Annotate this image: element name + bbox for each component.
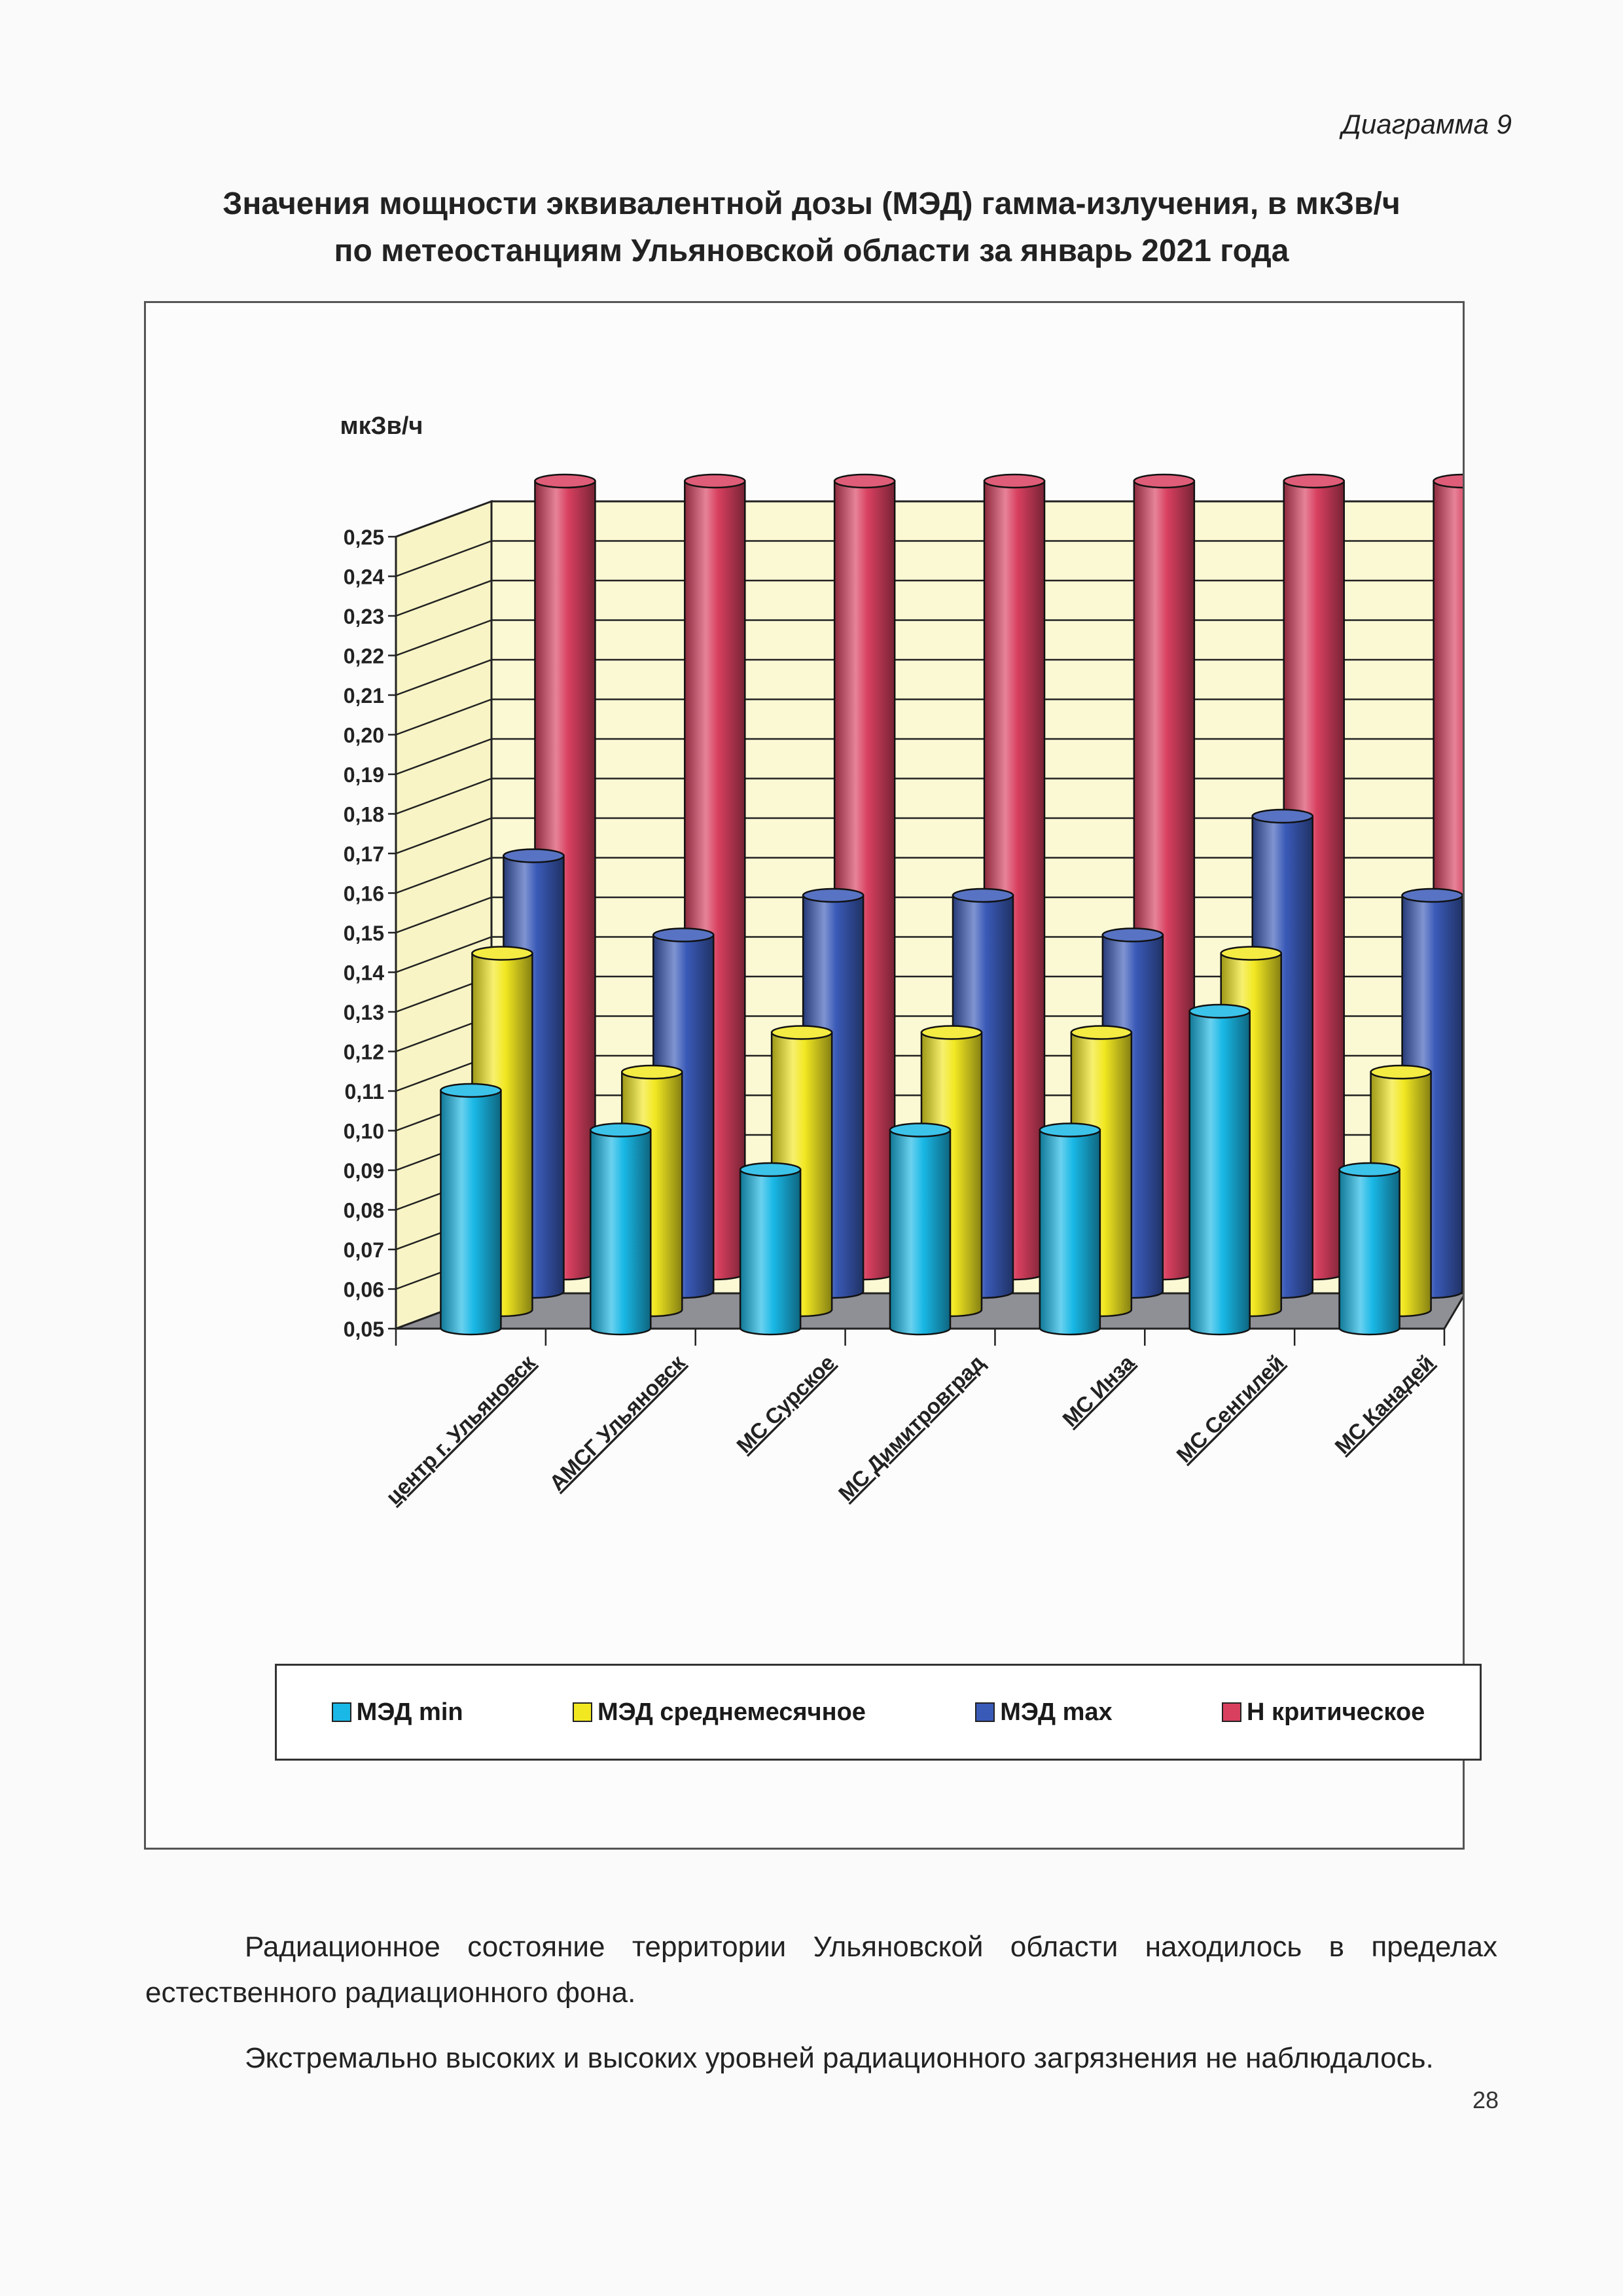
legend-item-critical: Н критическое [1222, 1698, 1425, 1727]
x-category-label: МС Инза [1058, 1350, 1139, 1431]
y-tick-label: 0,09 [344, 1159, 384, 1183]
bar-cylinder-body [739, 1168, 802, 1336]
bar-cylinder-top [503, 848, 565, 863]
y-tick-label: 0,13 [344, 1001, 384, 1024]
gridline-side [395, 500, 492, 538]
bar-cylinder-top [1401, 888, 1463, 903]
y-tick-label: 0,15 [344, 922, 384, 945]
legend-label: МЭД среднемесячное [597, 1698, 866, 1726]
y-tick-label: 0,18 [344, 803, 384, 827]
x-category-label: МС Канадей [1330, 1350, 1438, 1459]
x-category-label: МС Сенгилей [1171, 1350, 1289, 1467]
page-number: 28 [1472, 2087, 1499, 2113]
y-axis-label: мкЗв/ч [340, 412, 423, 440]
legend-item-max: МЭД max [975, 1698, 1113, 1727]
bar-cylinder-top [1370, 1064, 1432, 1080]
chart-title-line-2: по метеостанциям Ульяновской области за … [334, 234, 1289, 268]
x-category-label: центр г. Ульяновск [381, 1350, 540, 1509]
y-tick-label: 0,17 [344, 842, 384, 866]
chart-title: Значения мощности эквивалентной дозы (МЭ… [118, 181, 1505, 275]
legend-label: МЭД max [1000, 1698, 1113, 1726]
bar-cylinder-top [1251, 808, 1313, 824]
chart-title-line-1: Значения мощности эквивалентной дозы (МЭ… [223, 187, 1400, 221]
bar-cylinder-top [684, 473, 746, 489]
bar-cylinder-top [590, 1122, 652, 1138]
bar-cylinder-body [1188, 1010, 1251, 1336]
chart-plot: 0,05 0,06 0,07 0,08 0,09 0,10 0,11 0,12 0,13 0,14… [340, 412, 1463, 1509]
bar-cylinder-top [1188, 1003, 1251, 1019]
gridline-side [395, 540, 492, 577]
bar-cylinder-top [440, 1083, 502, 1098]
bar-cylinder-body [1338, 1168, 1400, 1336]
bar-cylinder-top [471, 946, 533, 961]
legend-label: МЭД min [356, 1698, 463, 1726]
bar-cylinder-top [534, 473, 596, 489]
legend-swatch [331, 1702, 351, 1722]
gridline-side [395, 857, 492, 894]
paragraph-radiation-state: Радиационное состояние территории Ульяно… [145, 1931, 1497, 2009]
gridline-side [395, 738, 492, 776]
x-category-label: МС Димитровград [834, 1350, 990, 1506]
y-tick-label: 0,12 [344, 1041, 384, 1064]
chart-frame: 0,05 0,06 0,07 0,08 0,09 0,10 0,11 0,12 0,13 0,14… [144, 301, 1465, 1850]
gridline-side [395, 619, 492, 656]
x-category-label: АМСГ Ульяновск [544, 1350, 690, 1495]
legend-item-mean: МЭД среднемесячное [572, 1698, 866, 1727]
y-tick-label: 0,16 [344, 882, 384, 906]
y-tick-label: 0,08 [344, 1199, 384, 1223]
bar-cylinder-top [739, 1162, 802, 1177]
y-tick-label: 0,22 [344, 645, 384, 668]
bar-cylinder-body [590, 1129, 652, 1336]
legend-swatch [572, 1702, 592, 1722]
bar-cylinder-top [1101, 927, 1164, 942]
bar-cylinder-top [952, 888, 1014, 903]
y-tick-label: 0,20 [344, 724, 384, 747]
legend-swatch [1222, 1702, 1242, 1722]
bar-cylinder-body [889, 1129, 952, 1336]
bar-cylinder-top [1338, 1162, 1400, 1177]
bar-cylinder-top [652, 927, 715, 942]
bar-cylinder-top [920, 1025, 983, 1040]
bar-cylinder-top [1070, 1025, 1133, 1040]
bar-cylinder-body [1039, 1129, 1101, 1336]
x-category-label: МС Сурское [732, 1350, 839, 1458]
bar-cylinder-top [621, 1064, 683, 1080]
y-tick-label: 0,19 [344, 763, 384, 787]
y-tick-label: 0,25 [344, 526, 384, 549]
legend-swatch [975, 1702, 995, 1722]
gridline-side [395, 936, 492, 973]
gridline-side [395, 778, 492, 815]
gridline-side [395, 817, 492, 855]
y-tick-label: 0,07 [344, 1238, 384, 1262]
bar-cylinder-top [983, 473, 1046, 489]
chart-legend: МЭД min МЭД среднемесячное МЭД max Н кри… [275, 1664, 1482, 1761]
bar-cylinder-top [802, 888, 865, 903]
legend-item-min: МЭД min [331, 1698, 463, 1727]
paragraph-no-extreme-levels: Экстремально высоких и высоких уровней р… [245, 2042, 1434, 2074]
legend-label: Н критическое [1247, 1698, 1425, 1726]
bar-cylinder-top [1220, 946, 1282, 961]
y-tick-label: 0,21 [344, 684, 384, 708]
gridline-side [395, 579, 492, 617]
bar-cylinder-top [1433, 473, 1463, 489]
bar-cylinder-top [833, 473, 896, 489]
bar-cylinder-top [1039, 1122, 1101, 1138]
bar-cylinder-top [1133, 473, 1196, 489]
y-tick-label: 0,06 [344, 1278, 384, 1302]
gridline-side [395, 698, 492, 736]
y-tick-label: 0,24 [344, 565, 384, 589]
y-tick-label: 0,10 [344, 1120, 384, 1143]
bar-cylinder-body [440, 1089, 502, 1336]
y-tick-label: 0,23 [344, 605, 384, 628]
y-tick-label: 0,14 [344, 961, 384, 985]
bar-cylinder-top [889, 1122, 952, 1138]
gridline-side [395, 896, 492, 934]
y-tick-label: 0,05 [344, 1318, 384, 1341]
y-tick-label: 0,11 [344, 1080, 384, 1103]
figure-label: Диаграмма 9 [1342, 109, 1512, 139]
gridline-side [395, 658, 492, 696]
bar-cylinder-top [770, 1025, 833, 1040]
bar-cylinder-top [1283, 473, 1345, 489]
